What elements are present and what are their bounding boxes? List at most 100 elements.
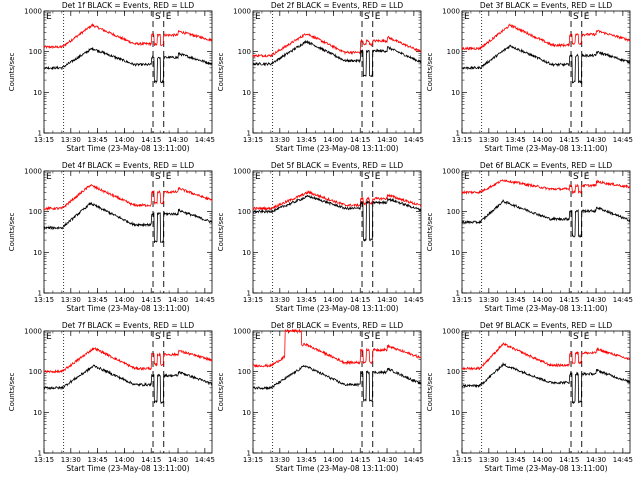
plot-frame	[252, 330, 422, 454]
marker-label: E	[255, 332, 261, 342]
y-tick-label: 100	[238, 48, 251, 56]
y-tick-label: 1	[38, 130, 42, 138]
x-tick-label: 13:45	[88, 136, 108, 144]
plot-frame	[252, 170, 422, 294]
x-tick-label: 14:45	[195, 456, 215, 464]
marker-label: E	[584, 12, 590, 22]
x-tick-label: 14:30	[168, 136, 188, 144]
y-axis-label: Counts/sec	[426, 213, 434, 252]
x-tick-label: 13:30	[270, 456, 290, 464]
x-tick-label: 14:45	[195, 296, 215, 304]
x-tick-label: 14:30	[586, 136, 606, 144]
black-series-line	[43, 47, 213, 84]
x-tick-label: 14:15	[350, 456, 370, 464]
x-tick-label: 14:00	[323, 296, 343, 304]
marker-label: S	[573, 332, 579, 342]
red-series-line	[462, 342, 631, 371]
x-tick-label: 14:45	[404, 136, 424, 144]
y-tick-label: 1000	[233, 328, 251, 336]
black-series-line	[43, 364, 213, 405]
x-tick-label: 14:00	[114, 296, 134, 304]
x-axis-label: Start Time (23-May-08 13:11:00)	[484, 464, 607, 473]
panel-title: Det 2f BLACK = Events, RED = LLD	[271, 1, 404, 10]
y-tick-label: 1	[38, 450, 42, 458]
panel-title: Det 1f BLACK = Events, RED = LLD	[62, 1, 195, 10]
x-tick-label: 14:45	[404, 296, 424, 304]
x-tick-label: 14:00	[323, 136, 343, 144]
x-tick-label: 13:15	[452, 136, 472, 144]
y-tick-label: 10	[451, 89, 460, 97]
x-tick-label: 14:15	[559, 456, 579, 464]
x-axis-label: Start Time (23-May-08 13:11:00)	[275, 144, 398, 153]
panel-title: Det 8f BLACK = Events, RED = LLD	[271, 321, 404, 330]
x-tick-label: 14:00	[323, 456, 343, 464]
plot-frame	[252, 10, 422, 134]
y-tick-label: 100	[447, 48, 460, 56]
x-tick-label: 13:45	[88, 456, 108, 464]
black-series-line	[252, 39, 422, 78]
plot-frame	[461, 10, 631, 134]
y-tick-label: 1000	[24, 168, 42, 176]
x-tick-label: 13:15	[243, 136, 263, 144]
panel: Det 2f BLACK = Events, RED = LLD 1 10 100 10…	[217, 1, 424, 153]
panel: Det 3f BLACK = Events, RED = LLD 1 10 100 10…	[426, 1, 633, 153]
y-tick-label: 10	[242, 249, 251, 257]
x-tick-label: 14:00	[532, 456, 552, 464]
x-tick-label: 13:30	[270, 136, 290, 144]
x-tick-label: 14:45	[613, 136, 633, 144]
x-tick-label: 13:30	[479, 456, 499, 464]
x-tick-label: 13:45	[297, 456, 317, 464]
marker-label: E	[166, 12, 172, 22]
marker-label: S	[364, 172, 370, 182]
panel: Det 5f BLACK = Events, RED = LLD 1 10 100 10…	[217, 161, 424, 313]
x-axis-label: Start Time (23-May-08 13:11:00)	[275, 464, 398, 473]
panel: Det 4f BLACK = Events, RED = LLD 1 10 100 10…	[8, 161, 215, 313]
marker-label: E	[584, 332, 590, 342]
marker-label: E	[166, 172, 172, 182]
black-series-line	[252, 364, 422, 403]
panel-title: Det 9f BLACK = Events, RED = LLD	[480, 321, 613, 330]
y-axis-label: Counts/sec	[426, 373, 434, 412]
x-tick-label: 13:15	[452, 296, 472, 304]
x-tick-label: 14:30	[168, 456, 188, 464]
marker-label: E	[255, 172, 261, 182]
x-tick-label: 14:15	[141, 456, 161, 464]
x-tick-label: 14:30	[168, 296, 188, 304]
y-axis-label: Counts/sec	[217, 53, 225, 92]
red-series-line	[252, 328, 422, 368]
x-tick-label: 13:30	[479, 296, 499, 304]
x-tick-label: 13:45	[297, 296, 317, 304]
plot-frame	[43, 330, 213, 454]
x-tick-label: 14:00	[114, 456, 134, 464]
x-tick-label: 14:00	[114, 136, 134, 144]
y-tick-label: 1	[456, 290, 460, 298]
marker-label: S	[155, 332, 161, 342]
x-tick-label: 14:45	[613, 456, 633, 464]
marker-label: E	[464, 332, 470, 342]
black-series-line	[252, 194, 422, 242]
x-tick-label: 14:15	[350, 296, 370, 304]
x-tick-label: 13:15	[34, 296, 54, 304]
x-tick-label: 13:30	[61, 456, 81, 464]
y-tick-label: 1	[38, 290, 42, 298]
x-axis-label: Start Time (23-May-08 13:11:00)	[484, 144, 607, 153]
panel: Det 6f BLACK = Events, RED = LLD 1 10 100 10…	[426, 161, 633, 313]
panel: Det 1f BLACK = Events, RED = LLD 1 10 100 10…	[8, 1, 215, 153]
marker-label: E	[375, 172, 381, 182]
x-tick-label: 13:45	[88, 296, 108, 304]
x-tick-label: 13:45	[506, 296, 526, 304]
red-series-line	[252, 33, 422, 59]
y-tick-label: 1000	[442, 168, 460, 176]
y-tick-label: 1000	[442, 328, 460, 336]
y-axis-label: Counts/sec	[217, 373, 225, 412]
x-tick-label: 14:00	[532, 296, 552, 304]
marker-label: E	[375, 12, 381, 22]
plot-frame	[43, 170, 213, 294]
panel-title: Det 5f BLACK = Events, RED = LLD	[271, 161, 404, 170]
x-tick-label: 13:45	[506, 136, 526, 144]
x-tick-label: 13:30	[270, 296, 290, 304]
y-tick-label: 1000	[24, 8, 42, 16]
plot-frame	[461, 330, 631, 454]
